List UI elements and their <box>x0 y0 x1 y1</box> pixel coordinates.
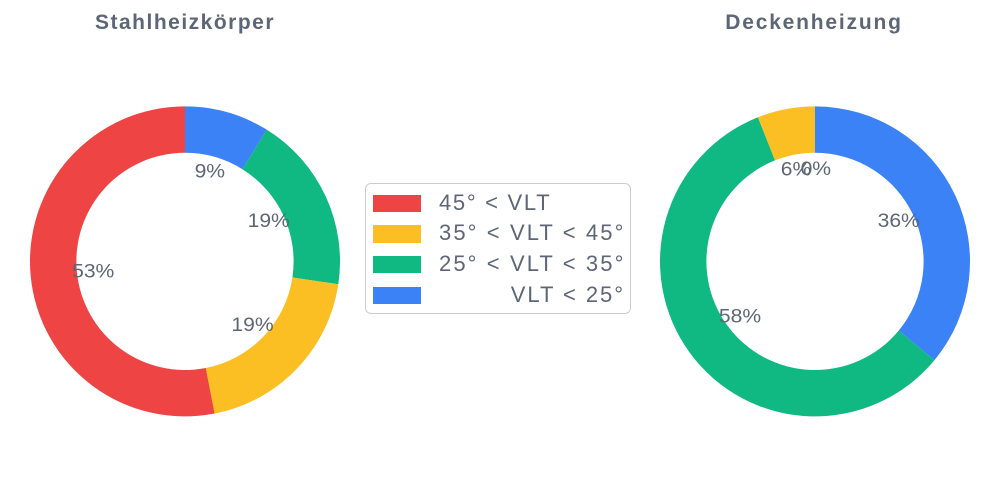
svg-text:53%: 53% <box>72 262 114 283</box>
svg-text:9%: 9% <box>195 161 226 182</box>
svg-text:6%: 6% <box>781 160 812 181</box>
svg-text:58%: 58% <box>719 306 761 327</box>
svg-text:0%: 0% <box>801 159 832 180</box>
svg-text:19%: 19% <box>248 211 290 232</box>
svg-text:19%: 19% <box>231 315 273 336</box>
svg-text:36%: 36% <box>878 211 920 232</box>
